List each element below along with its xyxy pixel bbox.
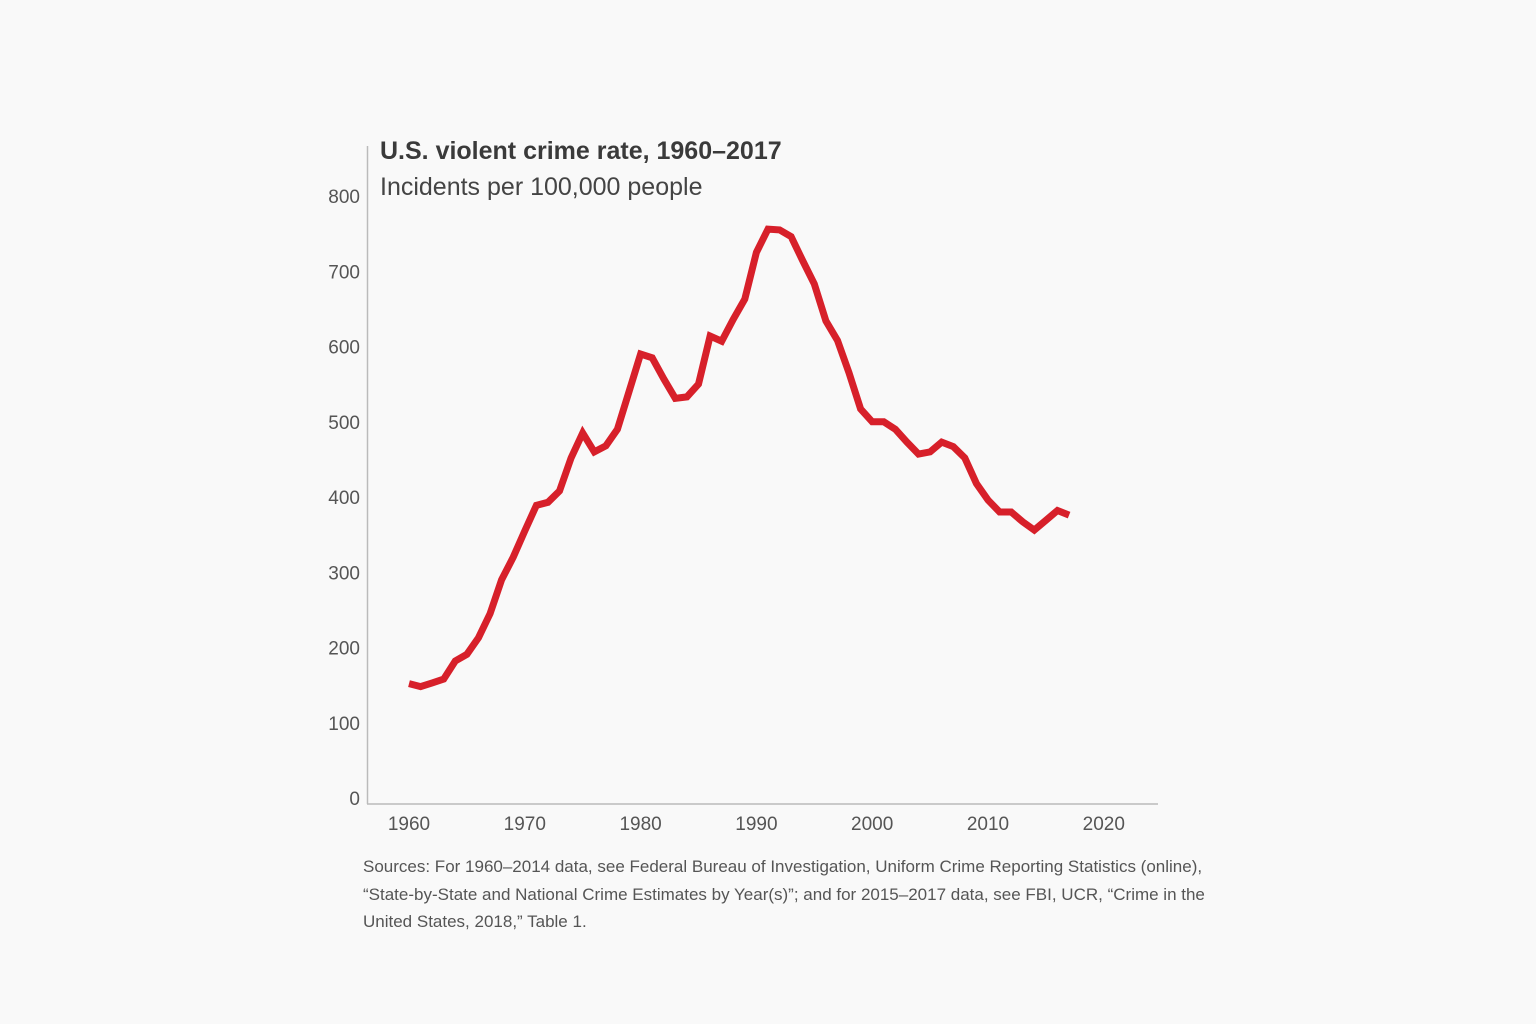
- x-tick-label: 1960: [388, 814, 430, 835]
- x-tick-label: 2010: [967, 814, 1009, 835]
- x-tick-label: 2020: [1083, 814, 1125, 835]
- y-tick-label: 200: [328, 639, 360, 660]
- y-tick-label: 400: [328, 488, 360, 509]
- y-tick-label: 500: [328, 413, 360, 434]
- y-tick-label: 800: [328, 187, 360, 208]
- chart-title: U.S. violent crime rate, 1960–2017: [380, 137, 782, 165]
- y-tick-label: 600: [328, 338, 360, 359]
- y-tick-label: 0: [349, 789, 360, 810]
- x-tick-label: 2000: [851, 814, 893, 835]
- x-tick-label: 1970: [504, 814, 546, 835]
- y-tick-label: 700: [328, 262, 360, 283]
- source-note: Sources: For 1960–2014 data, see Federal…: [363, 857, 1205, 931]
- y-tick-label: 100: [328, 714, 360, 735]
- x-tick-label: 1990: [735, 814, 777, 835]
- chart-subtitle: Incidents per 100,000 people: [380, 173, 703, 201]
- series-line: [408, 225, 1071, 691]
- y-tick-label: 300: [328, 563, 360, 584]
- x-tick-label: 1980: [619, 814, 661, 835]
